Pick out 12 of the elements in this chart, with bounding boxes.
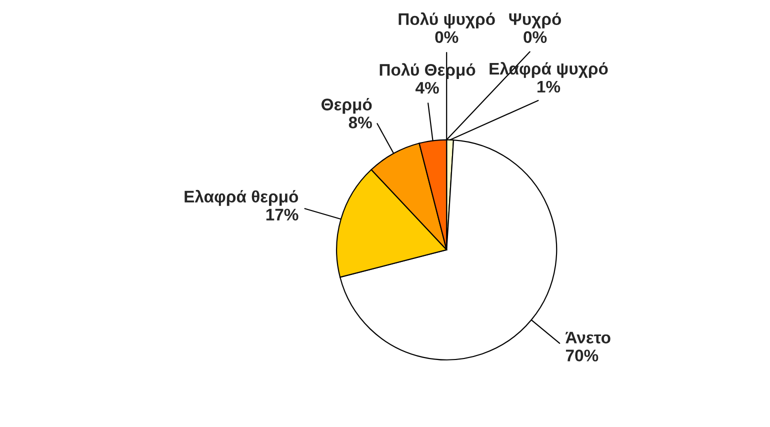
category-label: Ψυχρό (509, 12, 562, 28)
slice-label: Ελαφρά θερμό (184, 190, 298, 206)
data-label: 4% (416, 82, 439, 94)
data-label: 1% (538, 80, 560, 93)
slice-label: Θερμό (322, 98, 372, 114)
category-label: Πολύ ψυχρό (398, 12, 495, 28)
text: 0% (524, 31, 547, 44)
data-label: 70% (566, 350, 598, 362)
data-label: 17% (266, 208, 298, 220)
data-label: 8% (348, 116, 372, 128)
slice-label: Άνετο (566, 332, 610, 344)
text: 0% (435, 31, 458, 44)
